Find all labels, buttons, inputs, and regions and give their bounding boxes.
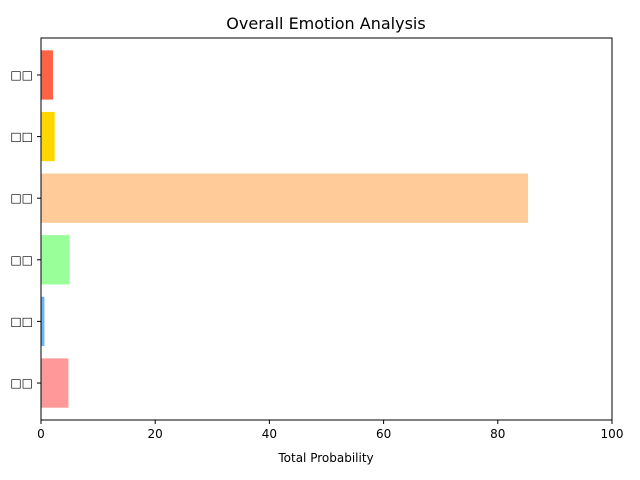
bar-2 <box>41 296 45 347</box>
y-tick-label: □□ <box>10 253 33 267</box>
x-tick-label: 40 <box>262 427 277 441</box>
y-tick-label: □□ <box>10 314 33 328</box>
plot-area-frame <box>40 37 613 421</box>
bar-6 <box>41 50 53 100</box>
x-tick-label: 20 <box>148 427 163 441</box>
bar-5 <box>41 111 55 162</box>
bars-group <box>41 50 529 408</box>
x-axis-label: Total Probability <box>277 451 373 465</box>
y-tick-label: □□ <box>10 68 33 82</box>
x-tick-label: 0 <box>37 427 45 441</box>
x-tick-label: 60 <box>376 427 391 441</box>
y-tick-label: □□ <box>10 130 33 144</box>
x-tick-label: 100 <box>601 427 624 441</box>
bar-3 <box>41 235 70 285</box>
y-tick-label: □□ <box>10 191 33 205</box>
bar-4 <box>41 173 529 223</box>
x-tick-label: 80 <box>490 427 505 441</box>
y-axis: □□ □□ □□ □□ □□ □□ <box>10 68 41 390</box>
chart-title: Overall Emotion Analysis <box>226 14 425 33</box>
bar-1 <box>41 358 69 408</box>
y-tick-label: □□ <box>10 376 33 390</box>
x-axis: 0 20 40 60 80 100 <box>37 420 623 441</box>
